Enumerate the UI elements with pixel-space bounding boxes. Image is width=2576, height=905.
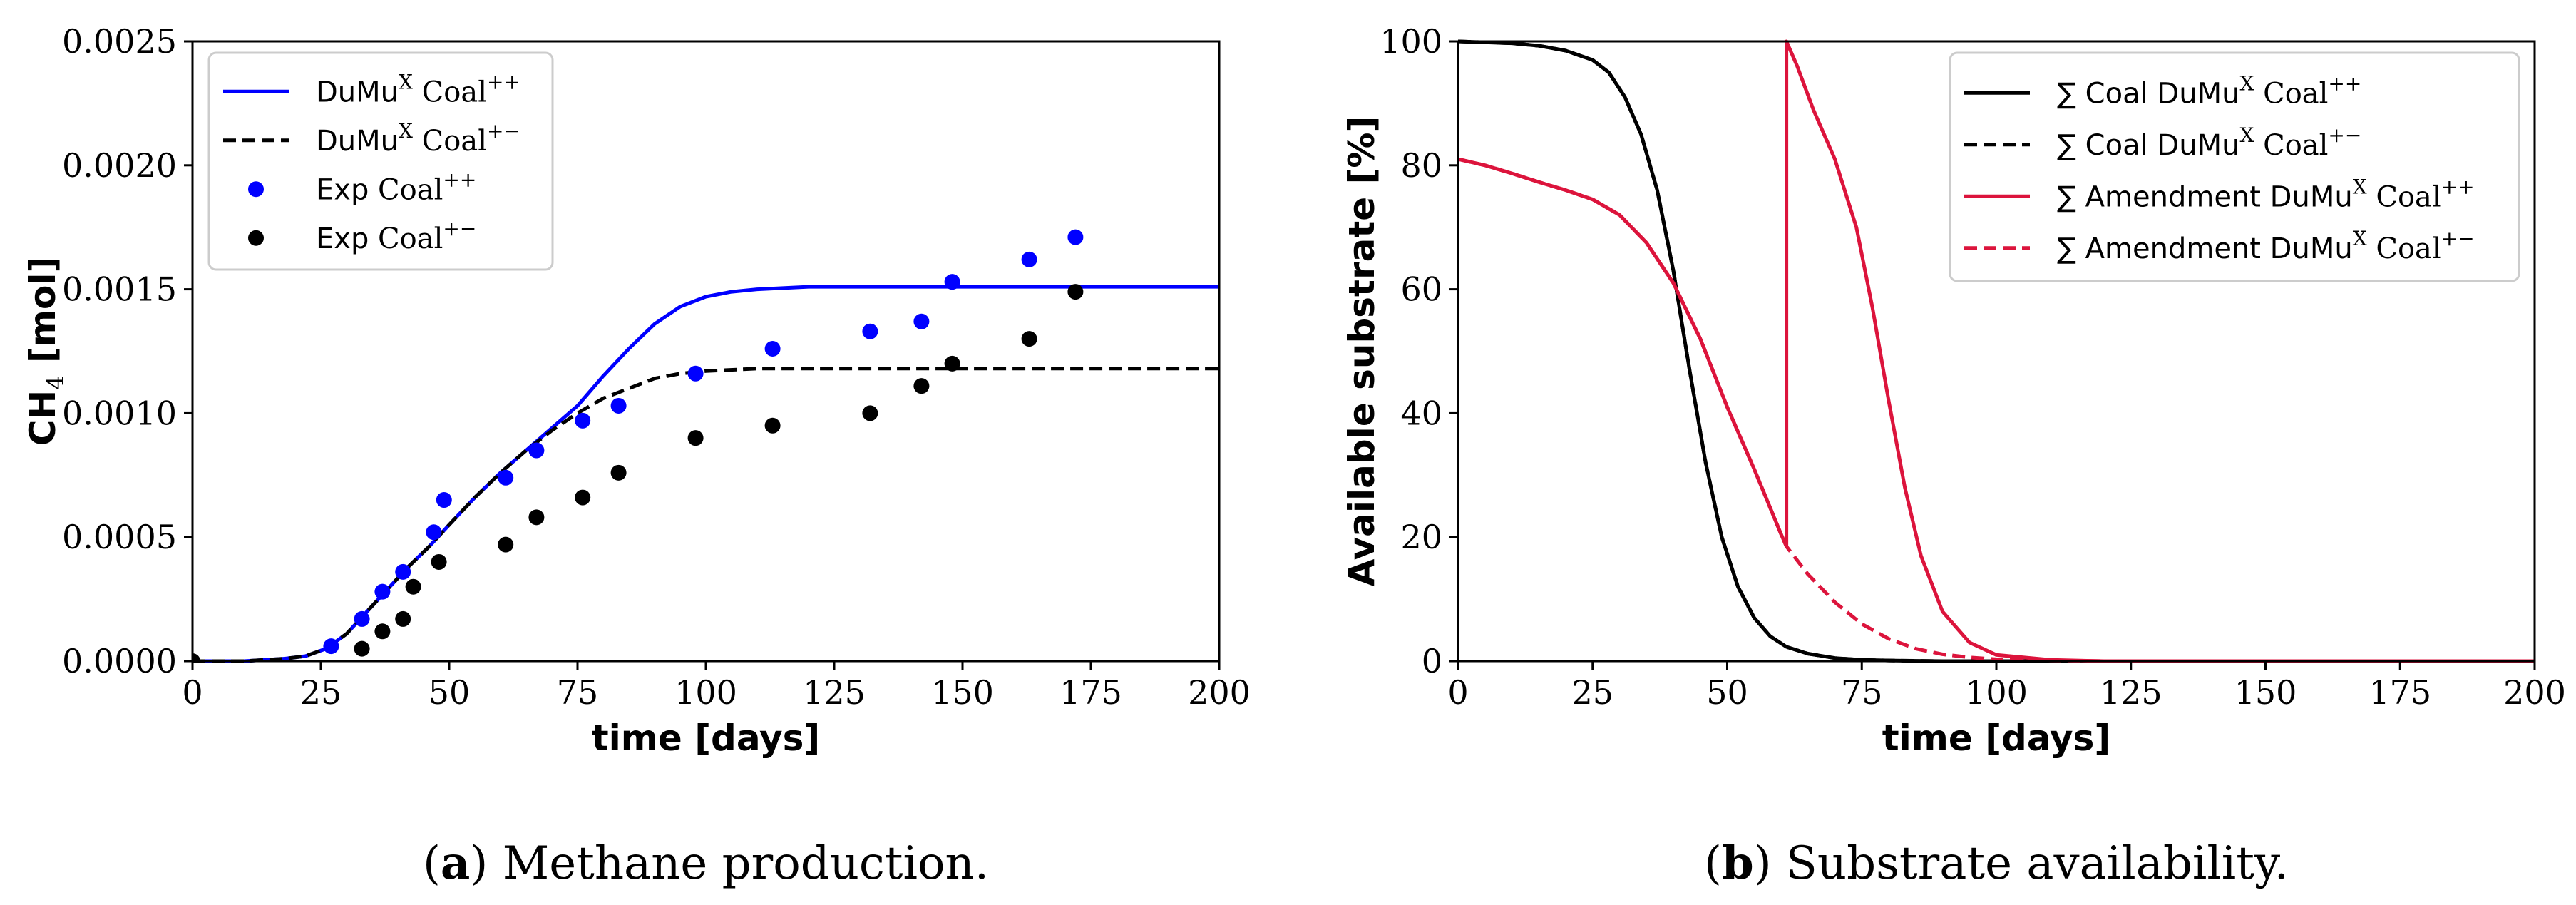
plot-area [193,229,1219,663]
series-line-a-1 [193,367,1219,663]
data-point-a-3-4 [405,578,421,595]
y-tick-label: 40 [1400,394,1442,432]
y-tick-label: 60 [1400,270,1442,309]
data-point-a-3-6 [498,536,514,553]
x-tick-label: 150 [931,673,994,712]
legend-label-0: DuMuX Coal++ [316,70,520,108]
data-point-a-3-3 [395,610,411,627]
data-point-a-3-8 [575,489,591,506]
data-point-a-3-7 [528,509,545,526]
legend-label-2: Exp Coal++ [316,168,476,206]
x-tick-label: 175 [1059,673,1122,712]
data-point-a-2-7 [528,442,545,459]
data-point-a-2-1 [354,610,370,627]
chart-b: 0 25 50 75 100 125 150 175 200 0 20 40 60 80 100 time [… [1341,22,2566,890]
y-tick-label: 0.0005 [62,518,177,556]
data-point-a-2-6 [498,469,514,486]
x-tick-label: 100 [674,673,737,712]
x-tick-label: 0 [182,673,202,712]
y-tick-label: 80 [1400,146,1442,185]
data-point-a-2-14 [944,274,960,290]
data-point-a-2-3 [395,563,411,580]
data-point-a-3-11 [764,417,781,434]
data-point-a-2-4 [426,524,442,541]
data-point-a-3-12 [862,405,878,421]
data-point-a-3-5 [431,553,447,570]
data-point-a-3-9 [610,464,627,481]
legend-label-1: DuMuX Coal+− [316,119,520,158]
series-line-b-3 [1458,157,2535,663]
legend-box [1949,51,2520,282]
data-point-a-2-13 [913,313,930,329]
data-point-a-2-5 [436,492,452,508]
data-point-a-2-9 [610,397,627,414]
legend: ∑ Coal DuMuX Coal++ ∑ Coal DuMuX Coal+− ∑ … [1949,51,2520,282]
data-point-a-3-14 [944,355,960,372]
x-tick-label: 25 [300,673,342,712]
y-tick-label: 0.0025 [62,22,177,61]
caption: (b) Substrate availability. [1704,837,2289,890]
x-tick-label: 125 [803,673,866,712]
data-point-a-2-8 [575,412,591,429]
data-point-a-3-2 [374,623,391,640]
x-tick-label: 200 [1188,673,1251,712]
legend-label-2: ∑ Amendment DuMuX Coal++ [2057,175,2475,213]
caption: (a) Methane production. [423,837,989,890]
legend-label-0: ∑ Coal DuMuX Coal++ [2057,71,2361,110]
y-axis-label: Available substrate [%] [1341,116,1382,587]
y-tick-label: 0.0000 [62,642,177,680]
legend-label-1: ∑ Coal DuMuX Coal+− [2057,123,2361,162]
data-point-a-2-2 [374,583,391,600]
legend: DuMuX Coal++ DuMuX Coal+− Exp Coal++ Exp Co… [207,51,554,271]
y-tick-label: 100 [1380,22,1442,61]
legend-label-3: Exp Coal+− [316,217,476,255]
x-tick-label: 100 [1965,673,2028,712]
x-axis-label: time [days] [592,717,821,759]
y-tick-label: 20 [1400,518,1442,556]
y-axis-label: CH4 [mol] [22,257,69,446]
x-tick-label: 75 [1841,673,1883,712]
data-point-a-2-11 [764,341,781,357]
x-tick-label: 150 [2234,673,2297,712]
x-tick-label: 25 [1571,673,1613,712]
series-line-a-0 [193,285,1219,663]
data-point-a-2-16 [1067,229,1084,245]
x-tick-label: 0 [1447,673,1468,712]
x-tick-label: 200 [2503,673,2566,712]
data-point-a-3-16 [1067,284,1084,300]
x-tick-label: 125 [2100,673,2162,712]
y-tick-label: 0.0010 [62,394,177,432]
data-point-a-2-12 [862,323,878,339]
legend-label-3: ∑ Amendment DuMuX Coal+− [2057,227,2475,265]
data-point-a-3-10 [687,430,704,446]
data-point-a-3-13 [913,378,930,394]
chart-a: 0 25 50 75 100 125 150 175 200 0.0000 0.0005 0.0010… [22,22,1251,890]
x-tick-label: 175 [2369,673,2431,712]
x-axis-label: time [days] [1882,717,2111,759]
y-tick-label: 0.0015 [62,270,177,309]
data-point-a-2-10 [687,365,704,382]
data-point-a-3-1 [354,640,370,657]
y-tick-label: 0 [1422,642,1442,680]
legend-handle-3 [248,230,264,246]
data-point-a-3-15 [1021,331,1037,347]
x-tick-label: 50 [429,673,471,712]
data-point-a-2-15 [1021,251,1037,267]
x-tick-label: 75 [557,673,599,712]
y-tick-label: 0.0020 [62,146,177,185]
legend-handle-2 [248,181,264,198]
data-point-a-2-0 [323,638,339,655]
x-tick-label: 50 [1706,673,1748,712]
legend-box [207,51,554,271]
